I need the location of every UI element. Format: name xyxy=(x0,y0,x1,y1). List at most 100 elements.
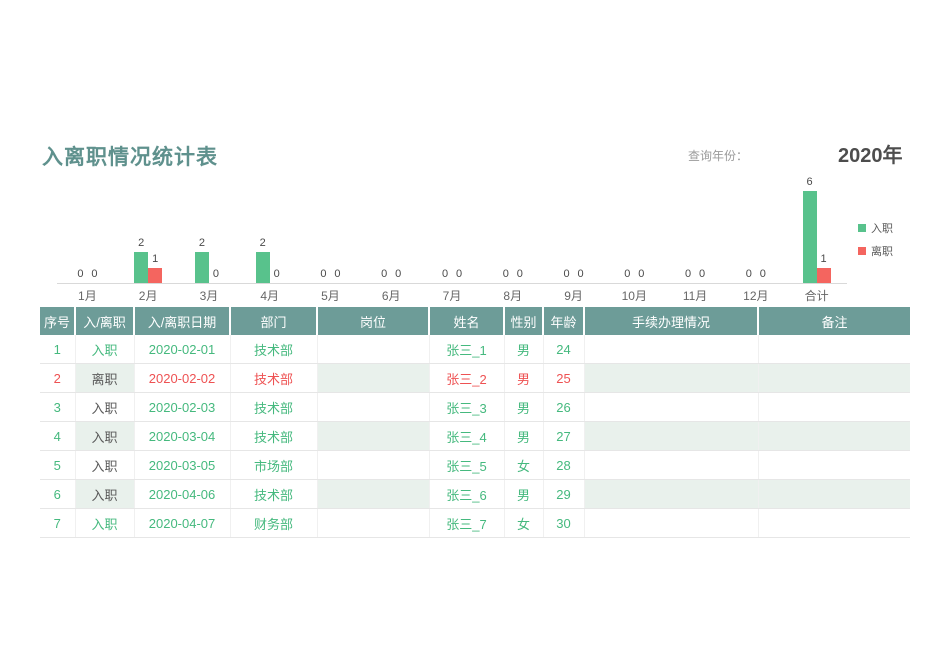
table-cell[interactable] xyxy=(317,479,430,509)
query-year-value[interactable]: 2020年 xyxy=(838,145,903,167)
chart-legend: 入职离职 xyxy=(858,220,893,266)
table-cell[interactable] xyxy=(758,450,910,480)
table-cell[interactable] xyxy=(584,392,759,422)
table-cell[interactable]: 2020-03-04 xyxy=(134,421,231,451)
table-cell[interactable]: 29 xyxy=(543,479,585,509)
table-cell[interactable] xyxy=(584,335,759,364)
table-cell[interactable]: 2020-02-01 xyxy=(134,335,231,364)
table-cell[interactable]: 入职 xyxy=(75,421,135,451)
table-cell[interactable]: 28 xyxy=(543,450,585,480)
table-row: 3 入职 2020-02-03 技术部 张三_3 男 26 xyxy=(40,392,910,422)
table-cell[interactable]: 2020-02-02 xyxy=(134,363,231,393)
bar-value-label: 0 xyxy=(334,268,341,280)
table-cell[interactable] xyxy=(758,335,910,364)
table-cell[interactable]: 入职 xyxy=(75,450,135,480)
table-cell[interactable]: 市场部 xyxy=(230,450,318,480)
legend-label: 入职 xyxy=(871,223,893,235)
legend-item-离职: 离职 xyxy=(858,243,893,259)
x-tick-label: 9月 xyxy=(564,289,583,303)
bar-value-label: 6 xyxy=(806,176,813,188)
table-cell[interactable] xyxy=(758,363,910,393)
table-cell[interactable] xyxy=(317,421,430,451)
bar-value-label: 2 xyxy=(259,237,266,250)
table-cell[interactable]: 1 xyxy=(40,335,76,364)
table-cell[interactable]: 技术部 xyxy=(230,363,318,393)
table-cell[interactable]: 5 xyxy=(40,450,76,480)
table-cell[interactable]: 2020-04-06 xyxy=(134,479,231,509)
table-cell[interactable]: 男 xyxy=(504,479,544,509)
table-cell[interactable]: 技术部 xyxy=(230,335,318,364)
table-cell[interactable]: 7 xyxy=(40,508,76,538)
table-row: 2 离职 2020-02-02 技术部 张三_2 男 25 xyxy=(40,363,910,393)
table-cell[interactable] xyxy=(584,421,759,451)
table-cell[interactable] xyxy=(758,508,910,538)
table-cell[interactable]: 财务部 xyxy=(230,508,318,538)
table-cell[interactable] xyxy=(317,508,430,538)
table-row: 1 入职 2020-02-01 技术部 张三_1 男 24 xyxy=(40,335,910,364)
table-cell[interactable] xyxy=(758,479,910,509)
table-cell[interactable]: 入职 xyxy=(75,479,135,509)
table-cell[interactable]: 入职 xyxy=(75,335,135,364)
table-cell[interactable] xyxy=(584,363,759,393)
table-cell[interactable]: 男 xyxy=(504,335,544,364)
bar-value-label: 0 xyxy=(699,268,706,280)
table-cell[interactable]: 张三_1 xyxy=(429,335,505,364)
bar-value-label: 0 xyxy=(91,268,98,280)
table-cell[interactable] xyxy=(317,335,430,364)
table-cell[interactable]: 女 xyxy=(504,508,544,538)
table-cell[interactable]: 2020-03-05 xyxy=(134,450,231,480)
legend-swatch-icon xyxy=(858,247,866,255)
bar-value-label: 0 xyxy=(577,268,584,280)
x-tick-label: 11月 xyxy=(682,289,708,303)
column-header: 手续办理情况 xyxy=(584,307,759,335)
chart-x-axis xyxy=(57,283,847,284)
table-cell[interactable]: 3 xyxy=(40,392,76,422)
table-cell[interactable]: 技术部 xyxy=(230,479,318,509)
table-cell[interactable]: 30 xyxy=(543,508,585,538)
table-cell[interactable]: 4 xyxy=(40,421,76,451)
table-row: 7 入职 2020-04-07 财务部 张三_7 女 30 xyxy=(40,508,910,538)
table-cell[interactable]: 张三_2 xyxy=(429,363,505,393)
table-cell[interactable]: 女 xyxy=(504,450,544,480)
table-cell[interactable]: 张三_5 xyxy=(429,450,505,480)
bar-离职-合计 xyxy=(816,267,831,283)
table-cell[interactable]: 6 xyxy=(40,479,76,509)
table-cell[interactable]: 入职 xyxy=(75,392,135,422)
table-cell[interactable] xyxy=(317,392,430,422)
bar-value-label: 0 xyxy=(745,268,752,280)
table-cell[interactable]: 离职 xyxy=(75,363,135,393)
table-cell[interactable]: 技术部 xyxy=(230,421,318,451)
bar-入职-4月 xyxy=(255,252,270,283)
table-cell[interactable]: 2020-02-03 xyxy=(134,392,231,422)
table-cell[interactable]: 24 xyxy=(543,335,585,364)
table-cell[interactable]: 张三_3 xyxy=(429,392,505,422)
table-cell[interactable] xyxy=(584,508,759,538)
table-cell[interactable]: 入职 xyxy=(75,508,135,538)
table-cell[interactable]: 男 xyxy=(504,392,544,422)
table-cell[interactable]: 2 xyxy=(40,363,76,393)
bar-value-label: 0 xyxy=(516,268,523,280)
table-cell[interactable] xyxy=(317,363,430,393)
table-cell[interactable] xyxy=(317,450,430,480)
table-cell[interactable]: 男 xyxy=(504,363,544,393)
bar-value-label: 1 xyxy=(820,252,827,265)
table-cell[interactable]: 2020-04-07 xyxy=(134,508,231,538)
table-cell[interactable] xyxy=(584,479,759,509)
table-cell[interactable] xyxy=(758,392,910,422)
table-cell[interactable]: 张三_7 xyxy=(429,508,505,538)
table-cell[interactable] xyxy=(584,450,759,480)
table-row: 5 入职 2020-03-05 市场部 张三_5 女 28 xyxy=(40,450,910,480)
table-cell[interactable]: 27 xyxy=(543,421,585,451)
table-cell[interactable]: 张三_4 xyxy=(429,421,505,451)
bar-value-label: 0 xyxy=(273,268,280,280)
table-cell[interactable] xyxy=(758,421,910,451)
x-tick-label: 5月 xyxy=(321,289,340,303)
column-header: 岗位 xyxy=(317,307,430,335)
table-cell[interactable]: 张三_6 xyxy=(429,479,505,509)
table-cell[interactable]: 26 xyxy=(543,392,585,422)
table-cell[interactable]: 男 xyxy=(504,421,544,451)
table-cell[interactable]: 技术部 xyxy=(230,392,318,422)
table-cell[interactable]: 25 xyxy=(543,363,585,393)
